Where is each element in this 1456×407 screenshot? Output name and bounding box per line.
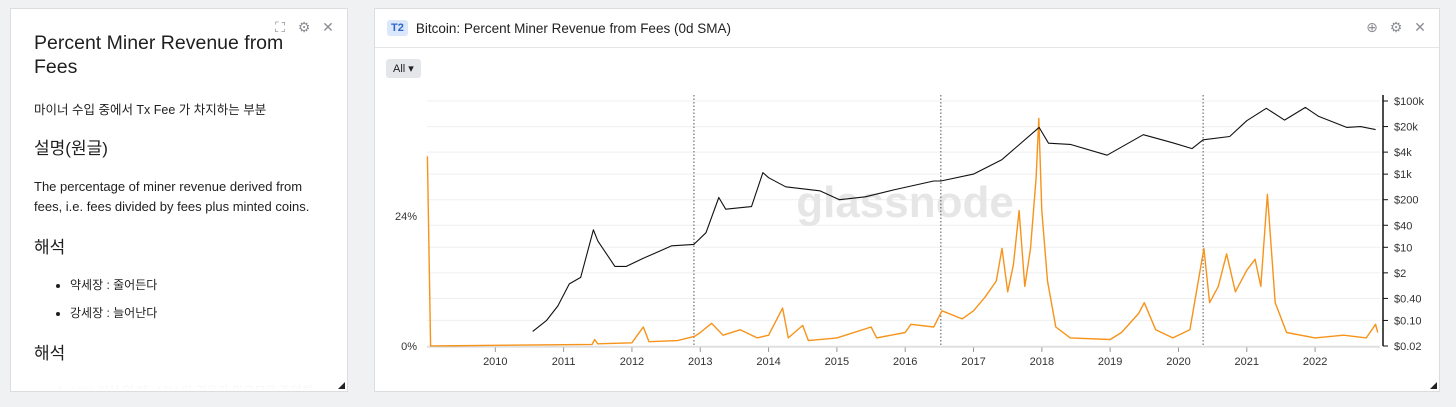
- x-axis-tick-label: 2021: [1235, 356, 1259, 368]
- x-axis-tick-label: 2017: [961, 356, 985, 368]
- right-axis-tick-label: $2: [1394, 268, 1406, 280]
- right-axis-tick-label: $0.10: [1394, 315, 1422, 327]
- scroll-fade: [11, 361, 347, 391]
- x-axis-tick-label: 2014: [756, 356, 780, 368]
- gear-icon[interactable]: ⚙: [297, 19, 311, 35]
- chart-panel: T2 Bitcoin: Percent Miner Revenue from F…: [374, 8, 1440, 392]
- right-axis-tick-label: $40: [1394, 220, 1412, 232]
- resize-handle[interactable]: [338, 382, 345, 389]
- list-item: 강세장 : 늘어난다: [70, 304, 325, 321]
- right-axis-tick-label: $100k: [1394, 96, 1424, 108]
- interpretation-list: 약세장 : 줄어든다 강세장 : 늘어난다: [34, 276, 325, 321]
- right-axis-tick-label: $20k: [1394, 122, 1418, 134]
- x-axis-tick-label: 2011: [552, 356, 576, 368]
- x-axis-tick-label: 2015: [825, 356, 849, 368]
- x-axis-tick-label: 2019: [1098, 356, 1122, 368]
- section-text-explanation: The percentage of miner revenue derived …: [34, 179, 310, 214]
- btc-price-series-line: [532, 106, 1376, 332]
- description-title: Percent Miner Revenue from Fees: [34, 32, 284, 78]
- resize-handle[interactable]: [1430, 382, 1437, 389]
- description-panel-tools: ⛶ ⚙ ✕: [273, 20, 335, 34]
- section-heading-interpretation-2: 해석: [34, 344, 66, 363]
- tier-badge: T2: [387, 20, 408, 36]
- section-heading-interpretation: 해석: [34, 238, 66, 257]
- chart-panel-tools: ⊕ ⚙ ✕: [1365, 20, 1427, 34]
- close-icon[interactable]: ✕: [1414, 19, 1426, 35]
- watermark-text: glassnode: [796, 178, 1014, 227]
- x-axis-tick-label: 2016: [893, 356, 917, 368]
- left-axis-tick-label: 0%: [401, 341, 417, 353]
- x-axis-tick-label: 2013: [688, 356, 712, 368]
- section-heading-explanation: 설명(원글): [34, 139, 108, 158]
- left-axis-tick-label: 24%: [395, 211, 417, 223]
- right-axis-tick-label: $200: [1394, 195, 1418, 207]
- expand-icon[interactable]: ⛶: [275, 19, 285, 35]
- fee-percent-series-line: [426, 117, 1379, 347]
- right-axis-tick-label: $10: [1394, 242, 1412, 254]
- chart-title: Bitcoin: Percent Miner Revenue from Fees…: [415, 20, 731, 36]
- gear-icon[interactable]: ⚙: [1389, 19, 1403, 35]
- description-subtitle: 마이너 수입 중에서 Tx Fee 가 차지하는 부분: [34, 103, 267, 117]
- x-axis-tick-label: 2018: [1030, 356, 1054, 368]
- chart-header: T2 Bitcoin: Percent Miner Revenue from F…: [375, 9, 1439, 48]
- list-item: 약세장 : 줄어든다: [70, 276, 325, 293]
- right-axis-tick-label: $4k: [1394, 147, 1412, 159]
- x-axis-tick-label: 2022: [1303, 356, 1327, 368]
- close-icon[interactable]: ✕: [322, 19, 334, 35]
- right-axis-tick-label: $0.40: [1394, 293, 1422, 305]
- zoom-icon[interactable]: ⊕: [1366, 19, 1378, 35]
- description-panel: ⛶ ⚙ ✕ Percent Miner Revenue from Fees 마이…: [10, 8, 348, 392]
- range-select-button[interactable]: All ▾: [386, 59, 421, 78]
- chart-plot: glassnode $100k $20k $4k $1k $200 $40 $10 $2 $0.…: [395, 95, 1424, 368]
- right-axis-tick-label: $1k: [1394, 169, 1412, 181]
- x-axis-tick-label: 2012: [620, 356, 644, 368]
- x-axis-tick-label: 2020: [1166, 356, 1190, 368]
- right-axis-tick-label: $0.02: [1394, 341, 1422, 353]
- x-axis-tick-label: 2010: [483, 356, 507, 368]
